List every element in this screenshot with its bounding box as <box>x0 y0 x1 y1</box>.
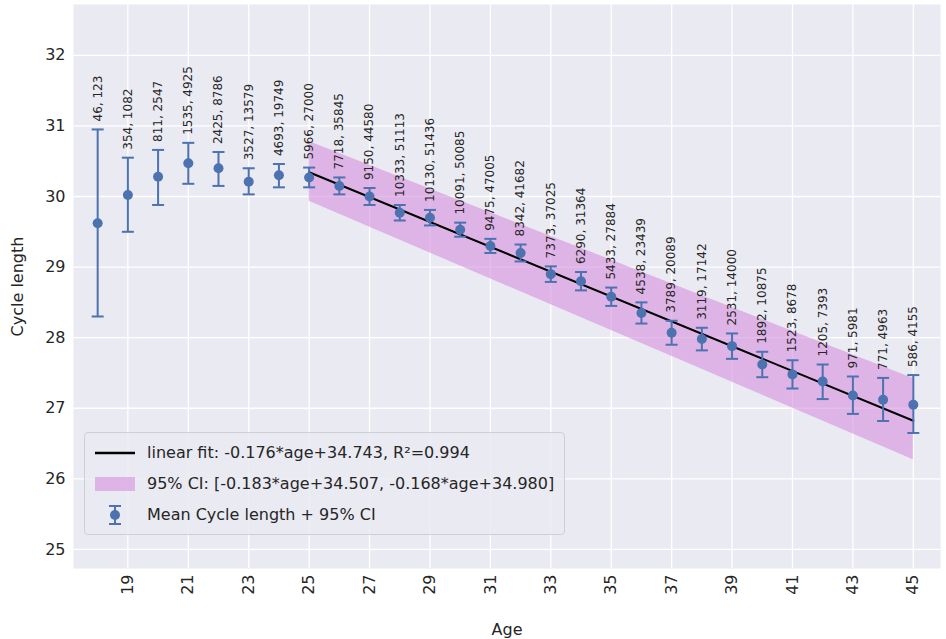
svg-text:27: 27 <box>45 398 65 417</box>
svg-text:43: 43 <box>843 575 862 595</box>
svg-text:771, 4963: 771, 4963 <box>876 309 890 370</box>
svg-text:2531, 14000: 2531, 14000 <box>725 249 739 325</box>
svg-text:31: 31 <box>481 575 500 595</box>
svg-text:6290, 31364: 6290, 31364 <box>574 188 588 264</box>
svg-text:46, 123: 46, 123 <box>91 76 105 122</box>
svg-text:30: 30 <box>45 187 65 206</box>
svg-text:2425, 8786: 2425, 8786 <box>211 75 225 144</box>
svg-text:10091, 50085: 10091, 50085 <box>453 131 467 215</box>
svg-text:8342, 41682: 8342, 41682 <box>513 160 527 236</box>
svg-text:811, 2547: 811, 2547 <box>151 81 165 142</box>
svg-text:23: 23 <box>239 575 258 595</box>
svg-text:3527, 13579: 3527, 13579 <box>242 84 256 160</box>
svg-text:1205, 7393: 1205, 7393 <box>816 288 830 357</box>
svg-text:3789, 20089: 3789, 20089 <box>664 236 678 312</box>
svg-text:5433, 27884: 5433, 27884 <box>604 203 618 279</box>
svg-text:971, 5981: 971, 5981 <box>846 307 860 368</box>
svg-text:21: 21 <box>178 575 197 595</box>
svg-text:32: 32 <box>45 45 65 64</box>
svg-text:28: 28 <box>45 328 65 347</box>
svg-text:31: 31 <box>45 116 65 135</box>
svg-text:33: 33 <box>541 575 560 595</box>
svg-text:41: 41 <box>783 575 802 595</box>
svg-text:25: 25 <box>299 575 318 595</box>
svg-text:45: 45 <box>903 575 922 595</box>
svg-text:27: 27 <box>360 575 379 595</box>
svg-text:29: 29 <box>45 257 65 276</box>
svg-text:35: 35 <box>601 575 620 595</box>
svg-text:29: 29 <box>420 575 439 595</box>
svg-text:4693, 19749: 4693, 19749 <box>272 80 286 156</box>
svg-text:10130, 51436: 10130, 51436 <box>423 118 437 202</box>
svg-text:354, 1082: 354, 1082 <box>121 89 135 150</box>
svg-text:1535, 4925: 1535, 4925 <box>181 66 195 135</box>
svg-text:586, 4155: 586, 4155 <box>906 306 920 367</box>
svg-text:9475, 47005: 9475, 47005 <box>483 155 497 231</box>
svg-text:19: 19 <box>118 575 137 595</box>
svg-text:Cycle length: Cycle length <box>8 237 27 337</box>
html-text:Mean Cycle length + 95% CI: Mean Cycle length + 95% CI <box>147 505 376 524</box>
html-text:95% CI: [-0.183*age+34.507, -0: 95% CI: [-0.183*age+34.507, -0.168*age+3… <box>147 474 555 493</box>
svg-text:10333, 51113: 10333, 51113 <box>393 113 407 197</box>
svg-text:5966, 27000: 5966, 27000 <box>302 83 316 159</box>
svg-text:Age: Age <box>492 620 523 639</box>
svg-text:25: 25 <box>45 540 65 559</box>
svg-text:1892, 10875: 1892, 10875 <box>755 267 769 343</box>
svg-text:7718, 35845: 7718, 35845 <box>332 93 346 169</box>
svg-text:37: 37 <box>662 575 681 595</box>
svg-text:26: 26 <box>45 469 65 488</box>
svg-text:39: 39 <box>722 575 741 595</box>
svg-text:4538, 23439: 4538, 23439 <box>634 218 648 294</box>
svg-text:3119, 17142: 3119, 17142 <box>695 243 709 319</box>
svg-text:1523, 8678: 1523, 8678 <box>785 284 799 353</box>
svg-text:7373, 37025: 7373, 37025 <box>544 182 558 258</box>
html-text:linear fit: -0.176*age+34.743,: linear fit: -0.176*age+34.743, R²=0.994 <box>147 443 470 462</box>
svg-text:9150, 44580: 9150, 44580 <box>362 104 376 180</box>
